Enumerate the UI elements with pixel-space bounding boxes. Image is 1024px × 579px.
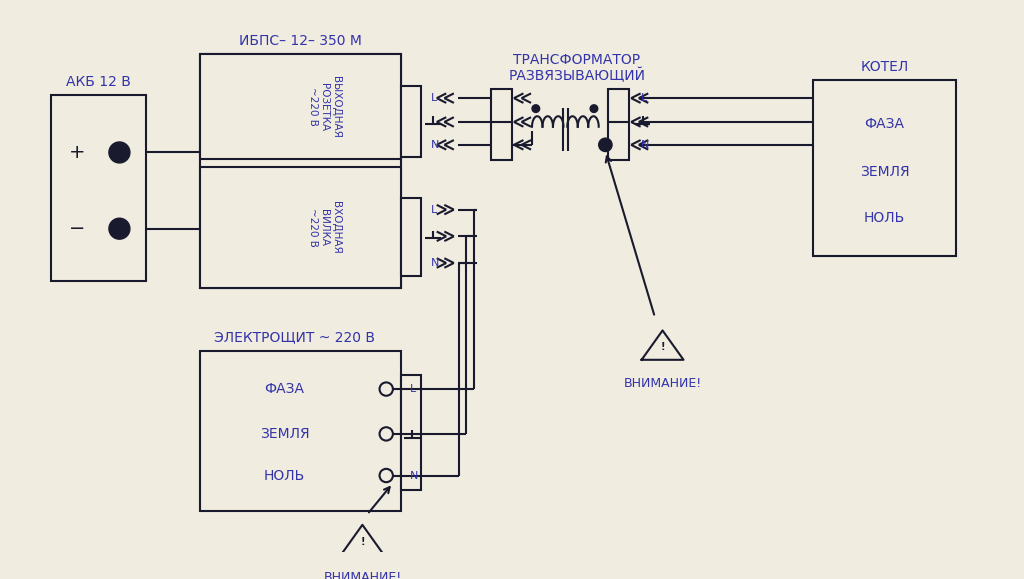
- Text: N: N: [641, 140, 649, 150]
- Bar: [400, 86, 422, 157]
- Bar: [201, 167, 400, 288]
- Bar: [813, 80, 956, 256]
- Text: ФАЗА: ФАЗА: [264, 382, 304, 396]
- Text: АКБ 12 В: АКБ 12 В: [66, 75, 131, 89]
- Text: ВЫХОДНАЯ
РОЗЕТКА
~220 В: ВЫХОДНАЯ РОЗЕТКА ~220 В: [308, 76, 341, 138]
- Text: ЗЕМЛЯ: ЗЕМЛЯ: [860, 164, 909, 179]
- Bar: [492, 89, 512, 160]
- Text: КОТЕЛ: КОТЕЛ: [860, 60, 908, 74]
- Text: L: L: [431, 93, 437, 103]
- Text: L: L: [641, 93, 647, 103]
- Text: L: L: [410, 384, 417, 394]
- Circle shape: [109, 218, 130, 239]
- Circle shape: [599, 138, 612, 152]
- Text: ВНИМАНИЕ!: ВНИМАНИЕ!: [324, 571, 401, 579]
- Text: −: −: [70, 219, 86, 238]
- Bar: [201, 54, 400, 159]
- Text: +: +: [70, 143, 86, 162]
- Text: ВНИМАНИЕ!: ВНИМАНИЕ!: [624, 376, 701, 390]
- Bar: [201, 351, 400, 511]
- Text: N: N: [431, 140, 439, 150]
- Circle shape: [109, 142, 130, 163]
- Text: N: N: [410, 471, 419, 481]
- Text: РАЗВЯЗЫВАЮЩИЙ: РАЗВЯЗЫВАЮЩИЙ: [508, 68, 645, 83]
- Text: ЗЕМЛЯ: ЗЕМЛЯ: [260, 427, 309, 441]
- Bar: [608, 89, 629, 160]
- Text: НОЛЬ: НОЛЬ: [264, 468, 305, 482]
- Text: ТРАНСФОРМАТОР: ТРАНСФОРМАТОР: [513, 53, 640, 67]
- Bar: [51, 96, 146, 281]
- Bar: [400, 375, 422, 490]
- Text: N: N: [431, 258, 439, 268]
- Text: ИБПС– 12– 350 М: ИБПС– 12– 350 М: [239, 34, 361, 48]
- Circle shape: [590, 105, 598, 112]
- Circle shape: [532, 105, 540, 112]
- Text: НОЛЬ: НОЛЬ: [864, 211, 905, 225]
- Text: L: L: [431, 204, 437, 215]
- Text: !: !: [360, 537, 365, 547]
- Bar: [400, 198, 422, 276]
- Text: ФАЗА: ФАЗА: [864, 117, 904, 131]
- Text: ЭЛЕКТРОЩИТ ~ 220 В: ЭЛЕКТРОЩИТ ~ 220 В: [214, 330, 375, 345]
- Text: !: !: [660, 342, 665, 352]
- Bar: [201, 54, 400, 288]
- Text: ВХОДНАЯ
ВИЛКА
~220 В: ВХОДНАЯ ВИЛКА ~220 В: [308, 201, 341, 254]
